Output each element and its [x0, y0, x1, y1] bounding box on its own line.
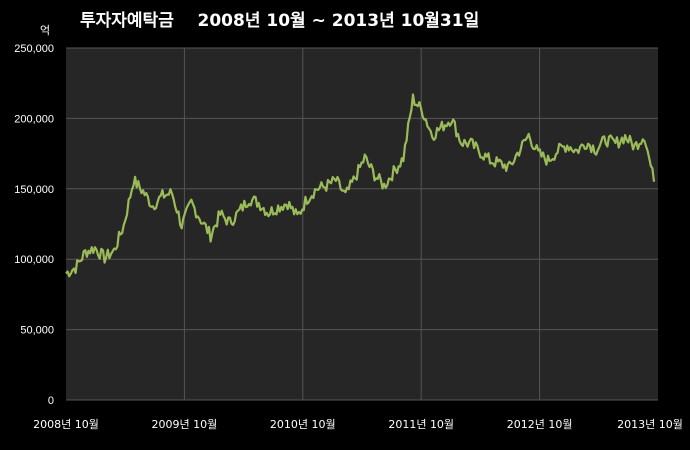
x-tick-label: 2011년 10월 — [388, 418, 454, 431]
y-tick-label: 150,000 — [14, 184, 54, 196]
x-tick-label: 2012년 10월 — [507, 418, 573, 431]
y-tick-label: 200,000 — [14, 113, 54, 125]
y-tick-label: 50,000 — [20, 325, 54, 337]
y-tick-label: 0 — [48, 395, 54, 407]
y-tick-label: 100,000 — [14, 254, 54, 266]
chart-title: 투자자예탁금 2008년 10월 ~ 2013년 10월31일 — [80, 11, 480, 31]
x-tick-label: 2013년 10월 — [617, 418, 683, 431]
y-axis-ticks: 0 50,000 100,000 150,000 200,000 250,000 — [14, 43, 54, 407]
gridlines — [66, 47, 658, 401]
y-tick-label: 250,000 — [14, 43, 54, 55]
plot-area — [66, 48, 658, 400]
x-tick-label: 2010년 10월 — [270, 418, 336, 431]
x-axis-ticks: 2008년 10월 2009년 10월 2010년 10월 2011년 10월 2012… — [33, 418, 683, 431]
y-unit-label: 억 — [40, 24, 51, 37]
series-line — [65, 93, 656, 278]
x-tick-label: 2008년 10월 — [33, 418, 99, 431]
x-tick-label: 2009년 10월 — [152, 418, 218, 431]
